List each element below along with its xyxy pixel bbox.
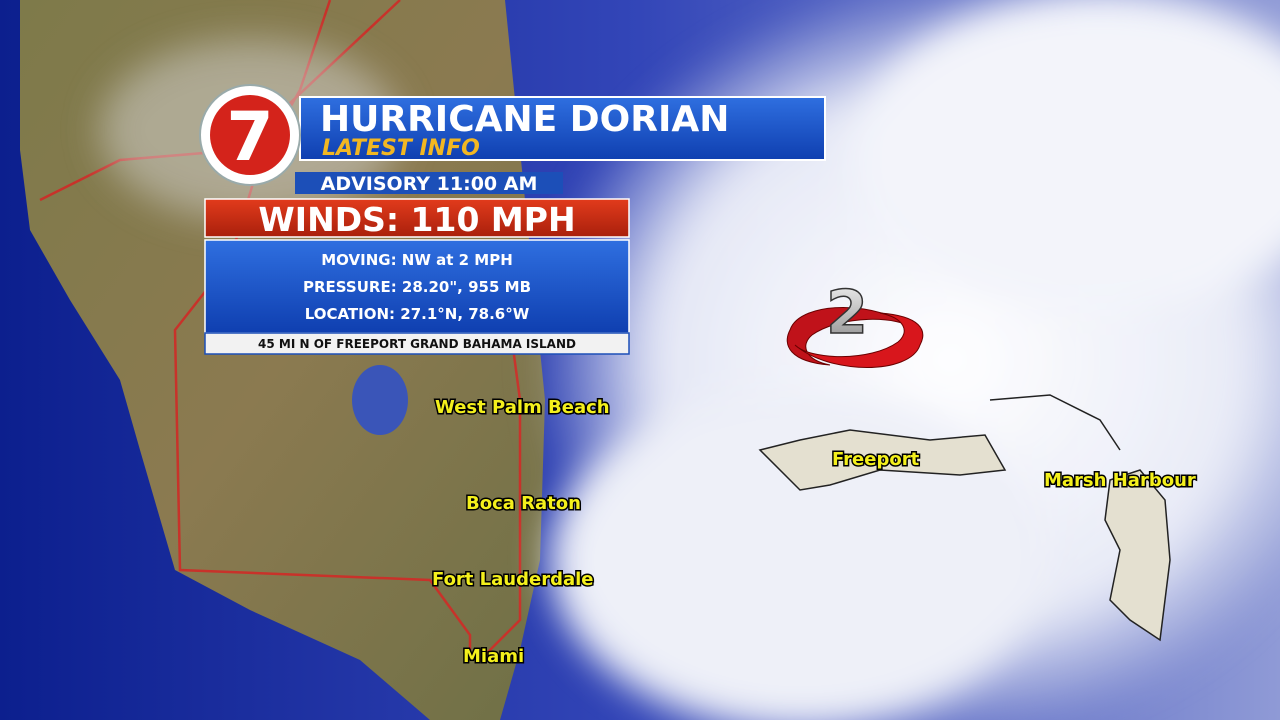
advisory: ADVISORY 11:00 AM <box>321 173 538 195</box>
detail: PRESSURE: 28.20", 955 MB <box>303 278 531 296</box>
city-labels: West Palm Beach Boca Raton Fort Lauderda… <box>431 396 1198 669</box>
lake-okeechobee <box>352 365 408 435</box>
info-graphic: HURRICANE DORIAN LATEST INFO 7 ADVISORY … <box>199 84 826 355</box>
advisory-box <box>295 172 563 194</box>
city-label: Freeport <box>832 449 920 470</box>
hurricane-symbol: 2 <box>786 277 924 368</box>
detail: MOVING: NW at 2 MPH <box>321 251 513 269</box>
details-box <box>204 239 630 334</box>
cays <box>989 394 1121 451</box>
logo: 7 <box>226 98 273 177</box>
winds-box <box>204 198 630 238</box>
title: HURRICANE DORIAN <box>320 99 729 140</box>
detail: LOCATION: 27.1°N, 78.6°W <box>305 305 530 323</box>
city-label: Fort Lauderdale <box>432 569 594 590</box>
logo-disc <box>210 95 290 175</box>
abaco <box>1104 469 1171 642</box>
city-label: Miami <box>463 646 524 667</box>
city-label: Boca Raton <box>466 493 581 514</box>
grand-bahama <box>758 429 1007 491</box>
city-label: Marsh Harbour <box>1044 470 1196 491</box>
storm-category: 2 <box>826 278 868 348</box>
winds: WINDS: 110 MPH <box>258 200 575 239</box>
subtitle: LATEST INFO <box>322 136 480 161</box>
position-box <box>204 332 630 355</box>
city-label: West Palm Beach <box>435 397 610 418</box>
position: 45 MI N OF FREEPORT GRAND BAHAMA ISLAND <box>258 337 576 351</box>
title-banner <box>299 96 826 161</box>
